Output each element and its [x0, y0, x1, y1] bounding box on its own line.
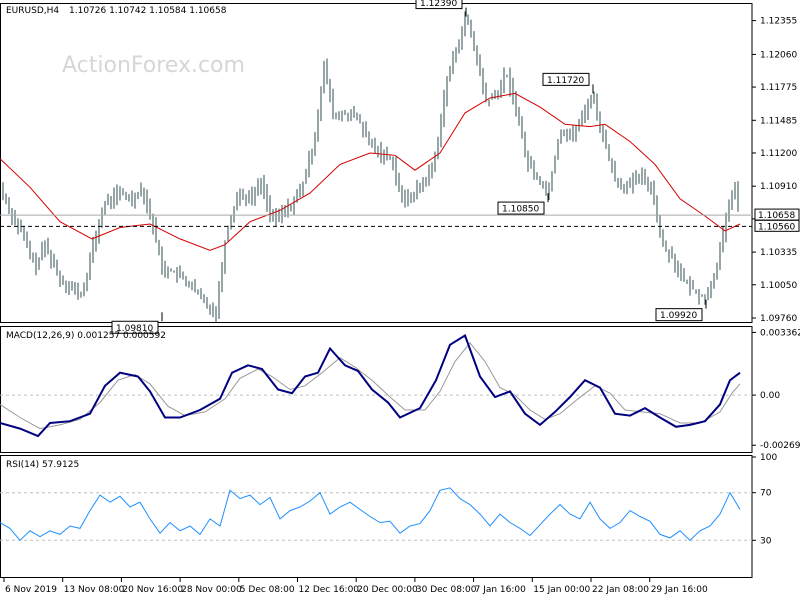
- time-tick-label: 22 Jan 08:00: [592, 585, 649, 595]
- time-tick-label: 30 Dec 08:00: [416, 585, 477, 595]
- price-tick-label: 1.10910: [760, 182, 797, 192]
- price-panel: 1.12355 1.12060 1.11775 1.11485 1.11200 1.109…: [0, 0, 800, 334]
- panel-frames: [0, 3, 753, 578]
- rsi-title: RSI(14) 57.9125: [6, 460, 79, 470]
- panel-frame-rsi: [0, 455, 753, 578]
- macd-tick-label: 0.00: [760, 391, 780, 401]
- annotation-label: 1.11720: [547, 76, 584, 86]
- time-tick-label: 15 Jan 00:00: [533, 585, 590, 595]
- time-tick-label: 13 Nov 08:00: [64, 585, 125, 595]
- price-tick-label: 1.11775: [760, 83, 797, 93]
- macd-panel: MACD(12,26,9) 0.001257 0.000592 0.003362 0…: [0, 328, 800, 451]
- annotation-label: 1.10850: [502, 205, 539, 215]
- ohlc-readout: 1.10726 1.10742 1.10584 1.10658: [69, 6, 227, 16]
- dashed-level-label: 1.10560: [758, 222, 795, 232]
- macd-tick-label: -0.002691: [760, 441, 800, 451]
- rsi-panel: RSI(14) 57.9125 100 70 30: [0, 453, 777, 546]
- price-tick-label: 1.09760: [760, 314, 797, 324]
- annotation-box: [497, 201, 545, 215]
- price-tick-label: 1.12060: [760, 50, 797, 60]
- annotation-label: 1.09920: [660, 311, 697, 321]
- rsi-tick-label: 70: [760, 489, 772, 499]
- macd-title: MACD(12,26,9) 0.001257 0.000592: [6, 331, 166, 341]
- time-tick-label: 6 Nov 2019: [5, 585, 57, 595]
- panel-frame-price: [0, 3, 753, 323]
- macd-line: [0, 334, 741, 438]
- chart-header: EURUSD,H4: [6, 6, 59, 16]
- macd-tick-label: 0.003362: [760, 328, 800, 338]
- candles: [2, 11, 739, 322]
- annotation-box: [655, 308, 703, 322]
- time-tick-label: 20 Nov 16:00: [122, 585, 183, 595]
- rsi-line: [0, 487, 741, 542]
- annotation-box: [415, 0, 463, 10]
- price-tick-label: 1.10050: [760, 281, 797, 291]
- watermark: ActionForex.com: [62, 53, 245, 78]
- time-tick-label: 12 Dec 16:00: [299, 585, 360, 595]
- annotation-box: [542, 72, 590, 86]
- rsi-tick-label: 100: [760, 453, 777, 463]
- annotation-box: [111, 320, 159, 334]
- price-tick-label: 1.11485: [760, 116, 797, 126]
- price-tick-label: 1.11200: [760, 149, 797, 159]
- time-tick-label: 20 Dec 00:00: [357, 585, 418, 595]
- last-price-label: 1.10658: [758, 211, 795, 221]
- time-tick-label: 29 Jan 16:00: [651, 585, 708, 595]
- price-tick-label: 1.10335: [760, 248, 797, 258]
- moving-average-line: [0, 92, 741, 251]
- rsi-tick-label: 30: [760, 536, 772, 546]
- price-tick-label: 1.12355: [760, 17, 797, 27]
- dashed-level-box: [754, 219, 800, 232]
- panel-frame-macd: [0, 326, 753, 453]
- annotation-label: 1.12390: [420, 0, 457, 9]
- time-tick-label: 7 Jan 16:00: [475, 585, 527, 595]
- annotation-label: 1.09810: [116, 324, 153, 334]
- time-tick-label: 5 Dec 08:00: [240, 585, 295, 595]
- time-tick-label: 28 Nov 00:00: [181, 585, 242, 595]
